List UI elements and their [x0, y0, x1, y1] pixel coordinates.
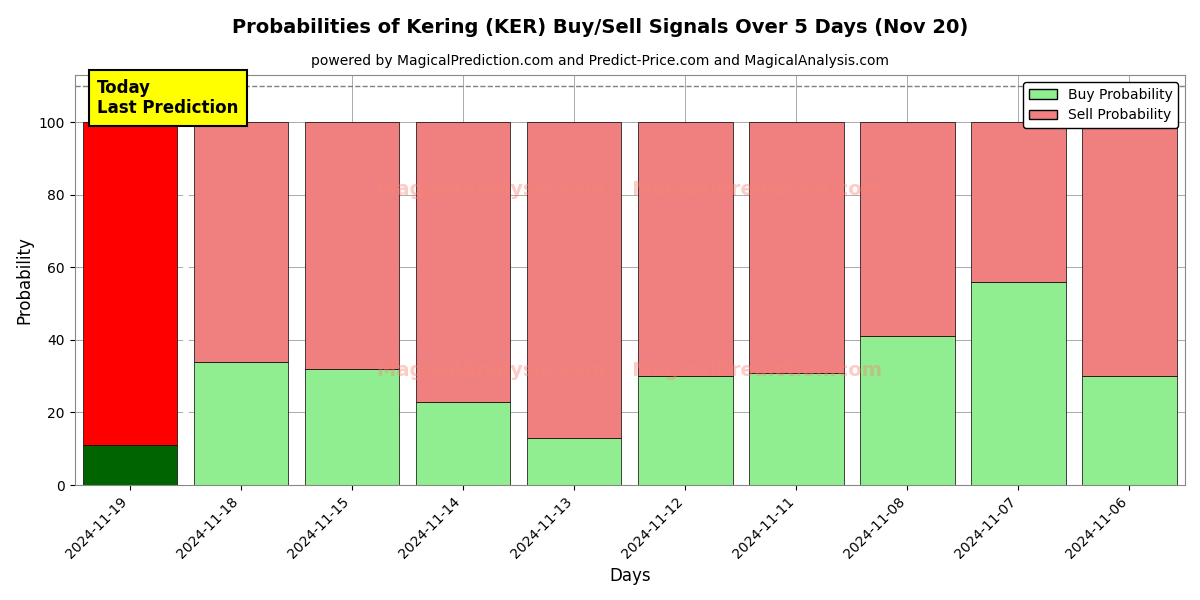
- Text: powered by MagicalPrediction.com and Predict-Price.com and MagicalAnalysis.com: powered by MagicalPrediction.com and Pre…: [311, 54, 889, 68]
- X-axis label: Days: Days: [610, 567, 650, 585]
- Bar: [638, 376, 732, 485]
- Text: MagicalAnalysis.com    MagicalPrediction.com: MagicalAnalysis.com MagicalPrediction.co…: [377, 181, 882, 199]
- Bar: [527, 122, 622, 438]
- Bar: [83, 122, 178, 445]
- Bar: [860, 336, 955, 485]
- Bar: [749, 122, 844, 373]
- Bar: [971, 122, 1066, 282]
- Bar: [1082, 376, 1177, 485]
- Bar: [749, 373, 844, 485]
- Text: Probabilities of Kering (KER) Buy/Sell Signals Over 5 Days (Nov 20): Probabilities of Kering (KER) Buy/Sell S…: [232, 18, 968, 37]
- Text: MagicalAnalysis.com    MagicalPrediction.com: MagicalAnalysis.com MagicalPrediction.co…: [377, 361, 882, 380]
- Bar: [416, 401, 510, 485]
- Legend: Buy Probability, Sell Probability: Buy Probability, Sell Probability: [1024, 82, 1178, 128]
- Bar: [83, 445, 178, 485]
- Y-axis label: Probability: Probability: [16, 236, 34, 324]
- Bar: [971, 282, 1066, 485]
- Bar: [305, 122, 400, 369]
- Bar: [194, 362, 288, 485]
- Bar: [194, 122, 288, 362]
- Text: Today
Last Prediction: Today Last Prediction: [97, 79, 239, 118]
- Bar: [638, 122, 732, 376]
- Bar: [416, 122, 510, 401]
- Bar: [527, 438, 622, 485]
- Bar: [1082, 122, 1177, 376]
- Bar: [305, 369, 400, 485]
- Bar: [860, 122, 955, 336]
